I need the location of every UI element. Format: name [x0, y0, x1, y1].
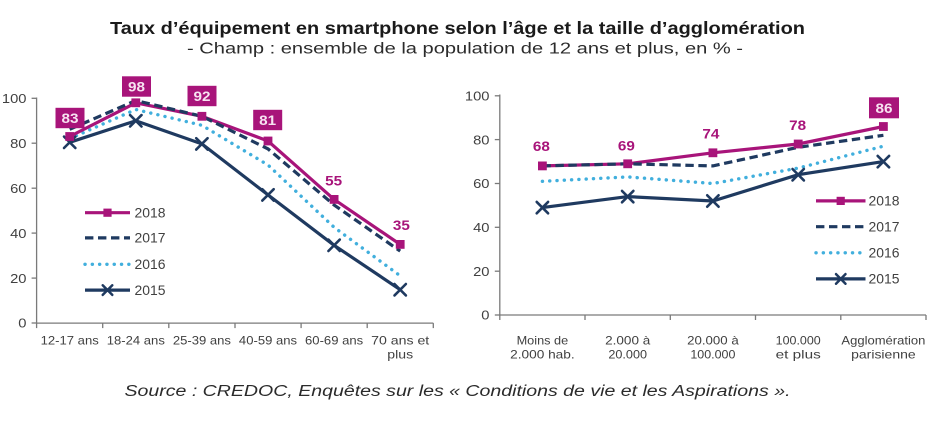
svg-text:20: 20 — [10, 271, 26, 286]
svg-text:2018: 2018 — [135, 206, 166, 221]
svg-text:83: 83 — [62, 110, 79, 126]
svg-text:20: 20 — [473, 264, 489, 279]
svg-text:2015: 2015 — [869, 272, 900, 287]
svg-text:Taux d’équipement en smartphon: Taux d’équipement en smartphone selon l’… — [110, 18, 805, 38]
svg-text:25-39 ans: 25-39 ans — [173, 334, 231, 348]
svg-text:20.000: 20.000 — [608, 348, 647, 362]
svg-text:55: 55 — [325, 172, 342, 188]
svg-text:60-69 ans: 60-69 ans — [305, 334, 363, 348]
svg-text:35: 35 — [393, 217, 410, 233]
svg-text:2017: 2017 — [869, 220, 900, 235]
svg-text:60: 60 — [473, 176, 489, 191]
svg-text:40: 40 — [10, 226, 26, 241]
svg-text:12-17 ans: 12-17 ans — [41, 334, 99, 348]
svg-text:20.000 à: 20.000 à — [687, 334, 739, 348]
svg-text:et plus: et plus — [776, 348, 821, 362]
svg-text:100: 100 — [2, 91, 27, 106]
svg-text:100.000: 100.000 — [690, 348, 735, 362]
svg-text:2.000 hab.: 2.000 hab. — [510, 348, 575, 362]
svg-text:- Champ : ensemble de la popul: - Champ : ensemble de la population de 1… — [187, 41, 743, 58]
svg-text:plus: plus — [387, 348, 413, 362]
svg-text:80: 80 — [10, 136, 26, 151]
svg-text:69: 69 — [618, 137, 635, 153]
svg-text:74: 74 — [702, 126, 719, 142]
svg-text:Source : CREDOC, Enquêtes sur: Source : CREDOC, Enquêtes sur les « Cond… — [125, 383, 791, 400]
svg-text:100.000: 100.000 — [776, 334, 821, 348]
svg-text:92: 92 — [194, 88, 211, 104]
svg-text:2018: 2018 — [869, 194, 900, 209]
svg-text:81: 81 — [259, 112, 276, 128]
svg-text:86: 86 — [876, 100, 893, 116]
svg-text:100: 100 — [465, 89, 490, 104]
svg-text:78: 78 — [789, 117, 806, 133]
svg-text:Moins de: Moins de — [517, 334, 569, 348]
svg-text:80: 80 — [473, 132, 489, 147]
svg-text:Agglomération: Agglomération — [841, 334, 925, 348]
svg-text:70 ans et: 70 ans et — [371, 334, 430, 348]
svg-text:0: 0 — [18, 316, 26, 331]
svg-text:98: 98 — [128, 79, 145, 95]
svg-text:2016: 2016 — [135, 257, 166, 272]
svg-text:2.000 à: 2.000 à — [605, 334, 650, 348]
svg-text:68: 68 — [533, 138, 550, 154]
svg-text:0: 0 — [481, 308, 489, 323]
svg-text:40-59 ans: 40-59 ans — [239, 334, 297, 348]
svg-text:2016: 2016 — [869, 246, 900, 261]
svg-text:2015: 2015 — [135, 283, 166, 298]
svg-text:40: 40 — [473, 220, 489, 235]
svg-text:60: 60 — [10, 181, 26, 196]
svg-text:2017: 2017 — [135, 231, 166, 246]
svg-text:parisienne: parisienne — [851, 348, 916, 362]
svg-text:18-24 ans: 18-24 ans — [107, 334, 165, 348]
